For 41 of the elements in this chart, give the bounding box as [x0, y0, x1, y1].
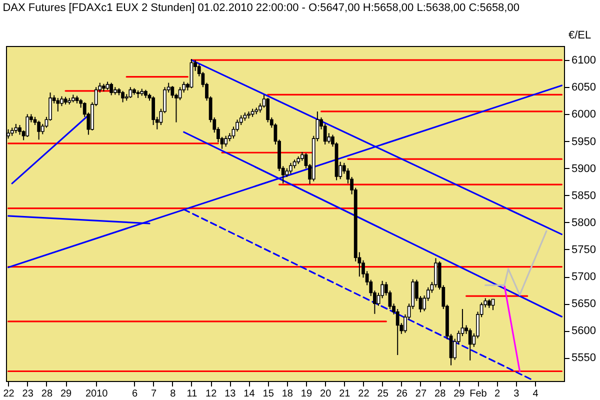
x-tick-label: 28: [434, 388, 446, 400]
x-tick-label: 27: [415, 388, 427, 400]
y-tick-label: 6000: [572, 108, 596, 121]
y-tick-label: 6050: [572, 82, 596, 94]
x-tick-label: 11: [186, 388, 198, 400]
y-tick-label: 5700: [572, 271, 596, 284]
x-tick-label: 19: [300, 388, 312, 400]
y-tick-label: 5600: [572, 325, 596, 338]
x-tick-label: 4: [532, 388, 539, 400]
y-tick-label: 5550: [572, 352, 596, 364]
x-tick-label: 26: [396, 388, 408, 400]
y-tick-label: 5850: [572, 190, 596, 202]
x-tick-label: 8: [170, 388, 176, 400]
x-tick-label: 15: [262, 388, 274, 400]
x-tick-label: 21: [339, 388, 351, 400]
x-tick-label: 7: [151, 388, 158, 400]
x-tick-label: 3: [514, 388, 520, 400]
y-tick-label: 6100: [572, 54, 596, 67]
x-tick-label: Feb: [470, 388, 488, 400]
x-tick-label: 29: [60, 388, 72, 400]
x-tick-label: 14: [244, 388, 256, 400]
x-tick-label: 25: [377, 388, 389, 400]
x-tick-label: 28: [41, 388, 53, 400]
x-tick-label: 12: [206, 388, 218, 400]
x-tick-label: 2010: [85, 388, 108, 400]
x-tick-label: 23: [22, 388, 34, 400]
x-tick-label: 29: [454, 388, 466, 400]
x-tick-label: 22: [3, 388, 15, 400]
y-tick-label: 5800: [572, 216, 596, 229]
x-tick-label: 18: [282, 388, 294, 400]
x-tick-label: 20: [320, 388, 332, 400]
y-tick-label: 5750: [572, 244, 596, 256]
y-axis-title: €/EL: [568, 30, 592, 42]
y-tick-label: 5950: [572, 136, 596, 148]
x-tick-label: 2: [494, 388, 501, 400]
y-tick-label: 5650: [572, 298, 596, 310]
y-tick-label: 5900: [572, 162, 596, 175]
x-tick-label: 6: [132, 388, 138, 400]
x-tick-label: 22: [358, 388, 370, 400]
chart-title: DAX Futures [FDAXc1 EUX 2 Stunden] 01.02.2010 22:00:00 - O:5647,00 H:5658,00 L:5638,00 C:5658,00: [2, 2, 520, 14]
x-tick-label: 13: [224, 388, 236, 400]
